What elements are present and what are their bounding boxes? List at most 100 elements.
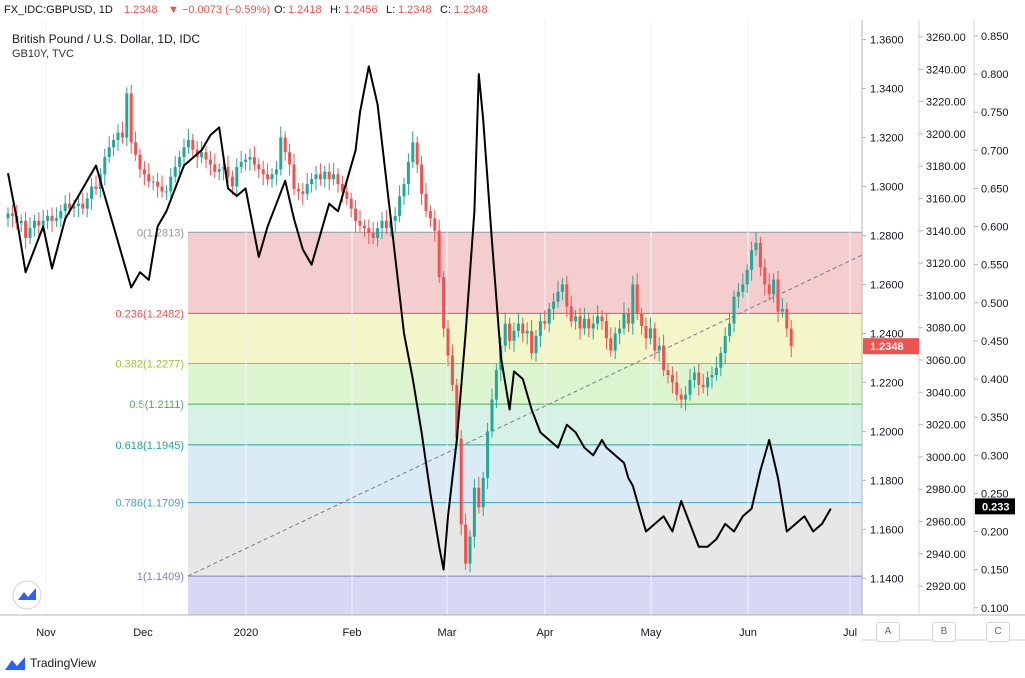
candle-body <box>50 215 54 221</box>
price-tick-label: 1.1400 <box>870 573 904 585</box>
candle-body <box>257 164 261 170</box>
trend-line[interactable] <box>187 254 863 577</box>
candle-body <box>684 394 688 400</box>
axis3-tick-label: 0.200 <box>981 527 1009 539</box>
candle-body <box>336 174 340 185</box>
candle-body <box>433 218 437 231</box>
candle-body <box>565 284 569 307</box>
price-tick-label: 1.3000 <box>870 182 904 194</box>
fib-retracement[interactable]: 0(1.2813) 0.236(1.2482) 0.382(1.2277) 0.5(1… <box>116 227 863 615</box>
x-tick-label: Nov <box>36 627 56 639</box>
x-tick-label: Mar <box>438 627 457 639</box>
candle-body <box>279 137 283 170</box>
candle-body <box>521 323 525 334</box>
candle-body <box>362 225 366 229</box>
chart-title[interactable]: British Pound / U.S. Dollar, 1D, IDC <box>12 32 201 46</box>
price-tick-label: 1.1600 <box>870 524 904 536</box>
chart-logo-button <box>12 580 42 610</box>
candle-body <box>657 345 661 351</box>
last-price-tag-text: 1.2348 <box>870 341 904 353</box>
candle-body <box>156 181 160 187</box>
candle-body <box>772 279 776 295</box>
axis3-tick-label: 0.150 <box>981 565 1009 577</box>
tradingview-logo-icon[interactable] <box>3 654 29 674</box>
axis3-tick-label: 0.850 <box>981 31 1009 43</box>
candle-body <box>129 93 133 143</box>
candle-body <box>446 328 450 356</box>
candle-body <box>543 321 547 324</box>
candle-body <box>741 284 745 292</box>
axes: 1.3600 1.3400 1.3200 1.3000 1.2800 1.2600 1.24… <box>0 20 1025 641</box>
candle-body <box>178 157 182 167</box>
axis3-tick-label: 0.100 <box>981 603 1009 615</box>
candle-body <box>274 169 278 175</box>
candle-body <box>266 174 270 180</box>
candle-body <box>270 174 274 180</box>
candle-body <box>301 191 305 194</box>
candle-body <box>415 142 419 165</box>
candle-body <box>600 316 604 322</box>
overlay-symbol-label[interactable]: GB10Y, TVC <box>12 48 74 60</box>
scale-button-c[interactable]: C <box>986 622 1010 642</box>
candle-body <box>283 137 287 153</box>
candle-body <box>354 208 358 221</box>
axis2-tick-label: 3180.00 <box>926 161 966 173</box>
tradingview-brand[interactable]: TradingView <box>30 656 97 670</box>
candle-body <box>648 328 652 339</box>
candle-body <box>164 191 168 193</box>
candle-body <box>604 321 608 339</box>
scale-button-b[interactable]: B <box>932 622 956 642</box>
candle-body <box>204 152 208 160</box>
candle-body <box>477 487 481 508</box>
axis2-tick-label: 2920.00 <box>926 581 966 593</box>
price-tick-label: 1.1800 <box>870 475 904 487</box>
candle-body <box>252 157 256 165</box>
price-tags: 1.2348 0.233 <box>12 338 1015 610</box>
candle-body <box>516 323 520 331</box>
candle-body <box>147 174 151 182</box>
candle-body <box>468 536 472 564</box>
candle-body <box>19 220 23 224</box>
candle-body <box>37 220 41 226</box>
candle-body <box>296 188 300 192</box>
candle-body <box>472 487 476 537</box>
axis3-tick-label: 0.750 <box>981 107 1009 119</box>
fib-level-label: 0.786(1.1709) <box>116 498 185 510</box>
candle-body <box>182 147 186 158</box>
candle-body <box>332 174 336 180</box>
candle-body <box>235 166 239 187</box>
candle-body <box>81 203 85 209</box>
candle-body <box>626 313 630 324</box>
candle-body <box>578 316 582 329</box>
candle-body <box>701 384 705 388</box>
footer <box>0 650 1025 678</box>
candle-body <box>239 162 243 167</box>
candle-body <box>310 179 314 185</box>
candle-body <box>402 184 406 197</box>
candle-body <box>675 382 679 395</box>
symbol-name[interactable]: FX_IDC:GBPUSD, 1D <box>4 4 113 16</box>
axis3-tick-label: 0.700 <box>981 145 1009 157</box>
open-value: 1.2418 <box>288 4 322 16</box>
candle-body <box>494 370 498 400</box>
axis3-tick-label: 0.450 <box>981 336 1009 348</box>
axis3-tick-label: 0.600 <box>981 222 1009 234</box>
price-tick-label: 1.2000 <box>870 426 904 438</box>
candle-body <box>754 242 758 251</box>
candle-body <box>125 93 129 138</box>
axis3-tick-label: 0.400 <box>981 374 1009 386</box>
scale-button-a[interactable]: A <box>876 622 900 642</box>
candle-body <box>340 184 344 192</box>
low-label: L: <box>386 4 396 16</box>
candle-body <box>398 196 402 216</box>
candle-body <box>622 313 626 329</box>
candle-body <box>59 210 63 219</box>
candle-body <box>486 431 490 478</box>
candle-body <box>670 375 674 383</box>
close-value: 1.2348 <box>454 4 488 16</box>
fib-band <box>188 232 862 314</box>
x-tick-label: Jun <box>739 627 757 639</box>
candle-body <box>323 171 327 180</box>
candle-body <box>68 203 72 209</box>
